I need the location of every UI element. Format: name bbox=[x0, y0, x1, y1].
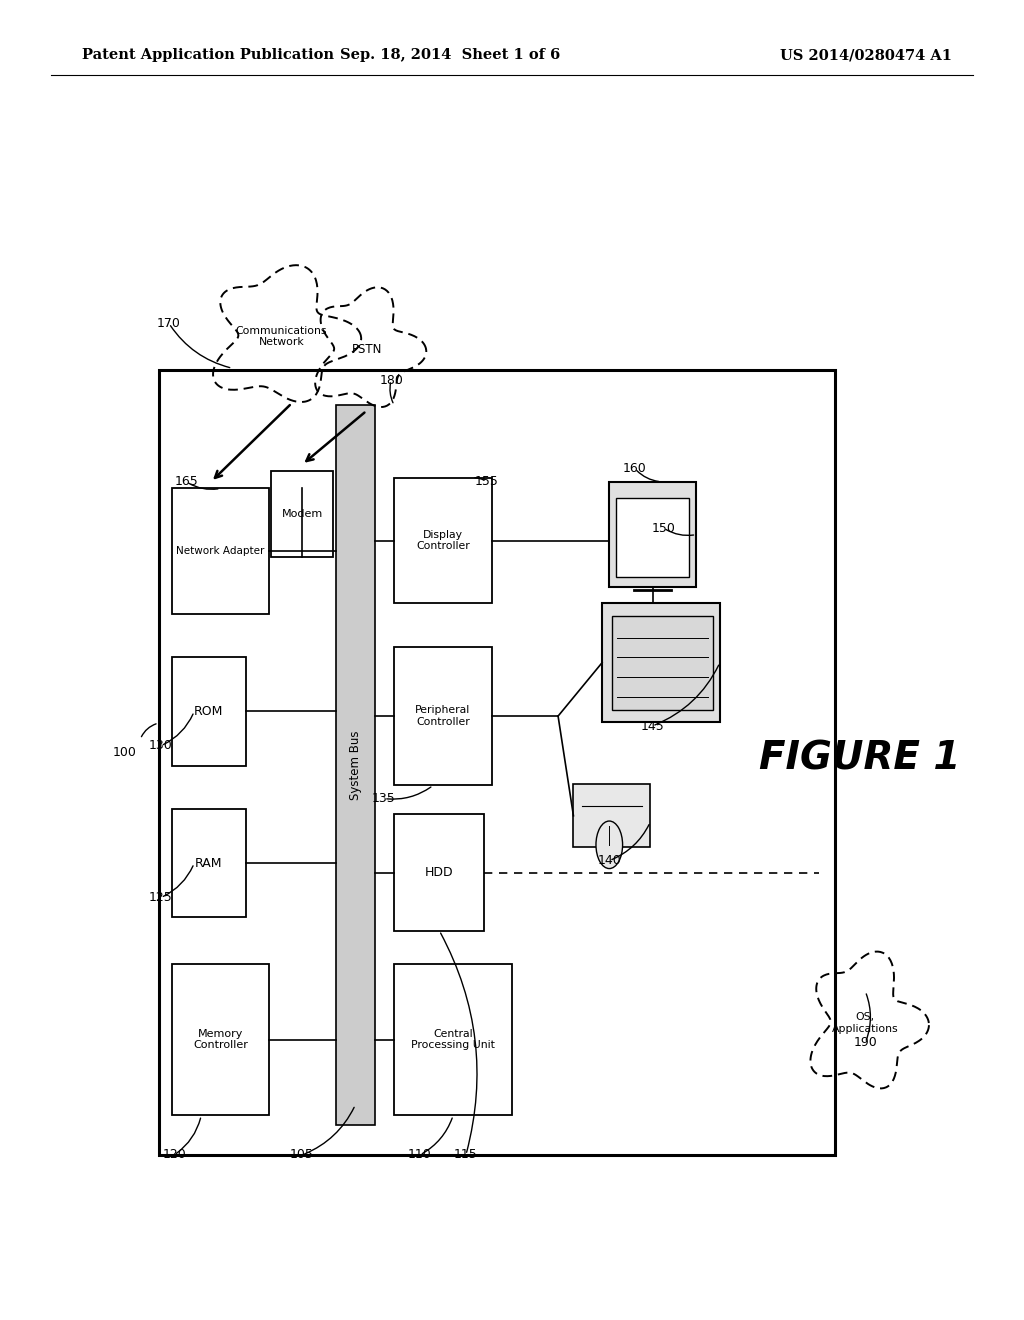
Text: 110: 110 bbox=[408, 1148, 432, 1162]
FancyBboxPatch shape bbox=[602, 603, 720, 722]
FancyBboxPatch shape bbox=[159, 370, 835, 1155]
Text: 145: 145 bbox=[640, 719, 665, 733]
Text: 130: 130 bbox=[148, 739, 173, 752]
Text: 150: 150 bbox=[651, 521, 676, 535]
Text: ROM: ROM bbox=[195, 705, 223, 718]
Ellipse shape bbox=[596, 821, 623, 869]
Text: 170: 170 bbox=[157, 317, 181, 330]
Text: Patent Application Publication: Patent Application Publication bbox=[82, 49, 334, 62]
Text: 160: 160 bbox=[623, 462, 647, 475]
Text: 120: 120 bbox=[162, 1148, 186, 1162]
Text: 165: 165 bbox=[174, 475, 199, 488]
FancyBboxPatch shape bbox=[394, 964, 512, 1115]
FancyBboxPatch shape bbox=[271, 471, 333, 557]
Text: 100: 100 bbox=[113, 746, 137, 759]
FancyBboxPatch shape bbox=[394, 814, 484, 931]
Text: 125: 125 bbox=[148, 891, 173, 904]
Text: 140: 140 bbox=[597, 854, 622, 867]
FancyBboxPatch shape bbox=[172, 657, 246, 766]
Text: Display
Controller: Display Controller bbox=[416, 529, 470, 552]
FancyBboxPatch shape bbox=[336, 405, 375, 1125]
FancyBboxPatch shape bbox=[609, 482, 696, 587]
FancyBboxPatch shape bbox=[394, 647, 492, 785]
Text: RAM: RAM bbox=[196, 857, 222, 870]
Text: 105: 105 bbox=[290, 1148, 314, 1162]
Text: FIGURE 1: FIGURE 1 bbox=[760, 741, 961, 777]
Text: 115: 115 bbox=[454, 1148, 478, 1162]
Text: Modem: Modem bbox=[282, 510, 323, 519]
FancyBboxPatch shape bbox=[616, 498, 689, 577]
Text: HDD: HDD bbox=[425, 866, 454, 879]
FancyBboxPatch shape bbox=[394, 478, 492, 603]
FancyBboxPatch shape bbox=[573, 784, 650, 847]
Text: 190: 190 bbox=[853, 1036, 878, 1049]
Text: PSTN: PSTN bbox=[351, 343, 382, 356]
Text: Network Adapter: Network Adapter bbox=[176, 546, 265, 556]
Text: 155: 155 bbox=[474, 475, 499, 488]
FancyBboxPatch shape bbox=[172, 488, 269, 614]
Text: US 2014/0280474 A1: US 2014/0280474 A1 bbox=[780, 49, 952, 62]
Text: Central
Processing Unit: Central Processing Unit bbox=[412, 1028, 495, 1051]
Text: 135: 135 bbox=[372, 792, 396, 805]
FancyBboxPatch shape bbox=[172, 964, 269, 1115]
Text: OS,
Applications: OS, Applications bbox=[831, 1012, 899, 1034]
Text: Peripheral
Controller: Peripheral Controller bbox=[416, 705, 470, 727]
Text: Sep. 18, 2014  Sheet 1 of 6: Sep. 18, 2014 Sheet 1 of 6 bbox=[340, 49, 561, 62]
Text: 180: 180 bbox=[379, 374, 403, 387]
Text: Memory
Controller: Memory Controller bbox=[194, 1028, 248, 1051]
FancyBboxPatch shape bbox=[612, 616, 713, 710]
FancyBboxPatch shape bbox=[172, 809, 246, 917]
Text: Communications
Network: Communications Network bbox=[236, 326, 328, 347]
Text: System Bus: System Bus bbox=[349, 730, 361, 800]
